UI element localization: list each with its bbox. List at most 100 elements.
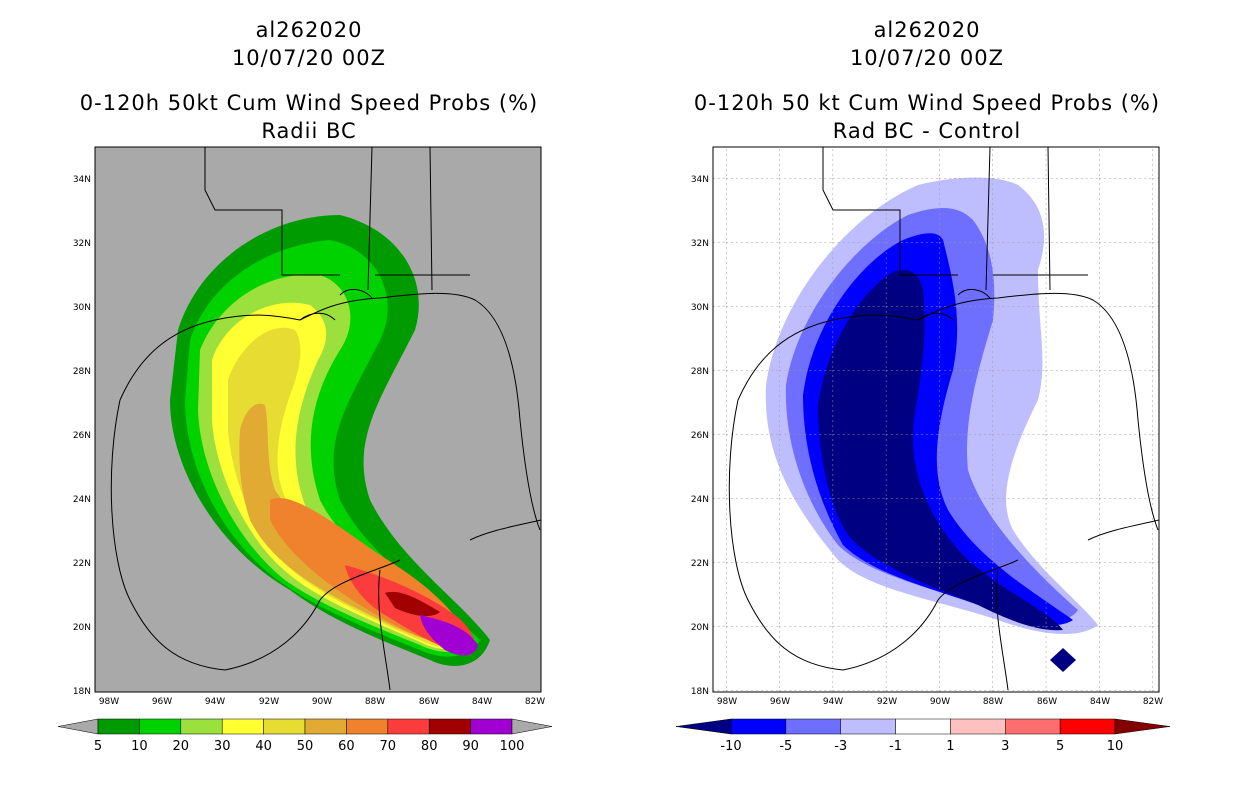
coastline <box>110 147 541 691</box>
colorbar-low-cap <box>675 718 732 735</box>
colorbar-label: 90 <box>462 739 479 754</box>
lat-tick: 26N <box>691 431 709 441</box>
lon-tick: 96W <box>770 697 790 707</box>
colorbar-swatch <box>346 718 389 735</box>
lat-lon-grid <box>713 147 1159 692</box>
colorbar-label: 70 <box>380 739 397 754</box>
colorbar: -10 -5 -3 -1 1 3 5 10 <box>675 718 1171 754</box>
colorbar-swatch <box>950 718 1006 735</box>
map-title: 0-120h 50 kt Cum Wind Speed Probs (%) <box>693 91 1161 115</box>
lon-tick: 98W <box>99 697 119 707</box>
lon-tick: 94W <box>823 697 843 707</box>
colorbar-label: 10 <box>1107 739 1124 754</box>
colorbar-label: -5 <box>779 739 792 754</box>
lat-tick: 24N <box>73 495 91 505</box>
colorbar-swatch <box>97 718 140 735</box>
lon-tick: 82W <box>1143 697 1163 707</box>
lon-tick: 86W <box>1037 697 1057 707</box>
lon-tick: 90W <box>312 697 332 707</box>
colorbar-swatch <box>840 718 896 735</box>
colorbar-label: -10 <box>720 739 741 754</box>
colorbar-label: 60 <box>338 739 355 754</box>
lat-tick: 26N <box>73 431 91 441</box>
forecast-date: 10/07/20 00Z <box>849 46 1005 70</box>
storm-id: al262020 <box>255 18 363 42</box>
colorbar-swatch <box>1059 718 1116 735</box>
colorbar-label: 1 <box>946 739 954 754</box>
map-subtitle: Rad BC - Control <box>832 119 1022 143</box>
lon-ticks: 98W 96W 94W 92W 90W 88W 86W 84W 82W <box>99 697 545 707</box>
colorbar-label: -1 <box>889 739 902 754</box>
lat-tick: 18N <box>691 687 709 697</box>
colorbar-high-cap <box>511 718 553 735</box>
lon-tick: 92W <box>259 697 279 707</box>
lon-ticks: 98W 96W 94W 92W 90W 88W 86W 84W 82W <box>717 697 1163 707</box>
colorbar-swatch <box>470 718 513 735</box>
colorbar-swatch <box>895 718 951 735</box>
colorbar-swatch <box>139 718 182 735</box>
probability-contours <box>170 215 490 666</box>
lat-tick: 32N <box>73 239 91 249</box>
colorbar-swatch <box>785 718 841 735</box>
contour-90 <box>420 615 478 656</box>
lon-tick: 96W <box>152 697 172 707</box>
difference-map: 98W 96W 94W 92W 90W 88W 86W 84W 82W 34N … <box>675 146 1171 754</box>
map-frame <box>712 146 1160 693</box>
map-title: 0-120h 50kt Cum Wind Speed Probs (%) <box>79 91 539 115</box>
map-subtitle: Radii BC <box>261 119 357 143</box>
lon-tick: 88W <box>983 697 1003 707</box>
lat-tick: 22N <box>73 559 91 569</box>
colorbar-label: 5 <box>94 739 102 754</box>
lat-tick: 28N <box>691 367 709 377</box>
colorbar: 5 10 20 30 40 50 60 70 80 90 100 <box>57 718 553 754</box>
storm-id: al262020 <box>873 18 981 42</box>
lat-tick: 18N <box>73 687 91 697</box>
lon-tick: 90W <box>930 697 950 707</box>
colorbar-label: 10 <box>131 739 148 754</box>
colorbar-label: 20 <box>173 739 190 754</box>
contour-80 <box>385 591 440 617</box>
colorbar-label: 80 <box>421 739 438 754</box>
probability-map: 98W 96W 94W 92W 90W 88W 86W 84W 82W 34N … <box>57 146 553 754</box>
lat-ticks: 34N 32N 30N 28N 26N 24N 22N 20N 18N <box>691 175 709 697</box>
colorbar-swatch <box>1005 718 1061 735</box>
lon-tick: 92W <box>877 697 897 707</box>
colorbar-swatch <box>428 718 471 735</box>
colorbar-low-cap <box>57 718 99 735</box>
lat-tick: 34N <box>73 175 91 185</box>
lon-tick: 88W <box>365 697 385 707</box>
lon-tick: 98W <box>717 697 737 707</box>
colorbar-label: 30 <box>214 739 231 754</box>
lat-tick: 30N <box>691 303 709 313</box>
colorbar-label: 5 <box>1056 739 1064 754</box>
colorbar-high-cap <box>1114 718 1171 735</box>
colorbar-swatch <box>730 718 787 735</box>
lat-ticks: 34N 32N 30N 28N 26N 24N 22N 20N 18N <box>73 175 91 697</box>
colorbar-label: 40 <box>255 739 272 754</box>
colorbar-label: 50 <box>297 739 314 754</box>
lat-tick: 28N <box>73 367 91 377</box>
coastline <box>728 147 1159 691</box>
colorbar-swatch <box>263 718 306 735</box>
lon-tick: 84W <box>1090 697 1110 707</box>
lon-tick: 84W <box>472 697 492 707</box>
lat-tick: 20N <box>691 623 709 633</box>
lat-tick: 20N <box>73 623 91 633</box>
forecast-date: 10/07/20 00Z <box>231 46 387 70</box>
colorbar-label: 3 <box>1001 739 1009 754</box>
colorbar-swatch <box>180 718 223 735</box>
colorbar-label: -3 <box>834 739 847 754</box>
lon-tick: 86W <box>419 697 439 707</box>
lon-tick: 94W <box>205 697 225 707</box>
left-panel: al262020 10/07/20 00Z 0-120h 50kt Cum Wi… <box>57 18 553 754</box>
right-panel: al262020 10/07/20 00Z 0-120h 50 kt Cum W… <box>618 0 1236 800</box>
colorbar-label: 100 <box>500 739 525 754</box>
lat-tick: 32N <box>691 239 709 249</box>
colorbar-swatch <box>387 718 430 735</box>
lat-tick: 34N <box>691 175 709 185</box>
colorbar-swatch <box>304 718 347 735</box>
lat-tick: 24N <box>691 495 709 505</box>
colorbar-swatch <box>221 718 264 735</box>
lat-tick: 30N <box>73 303 91 313</box>
lon-tick: 82W <box>525 697 545 707</box>
